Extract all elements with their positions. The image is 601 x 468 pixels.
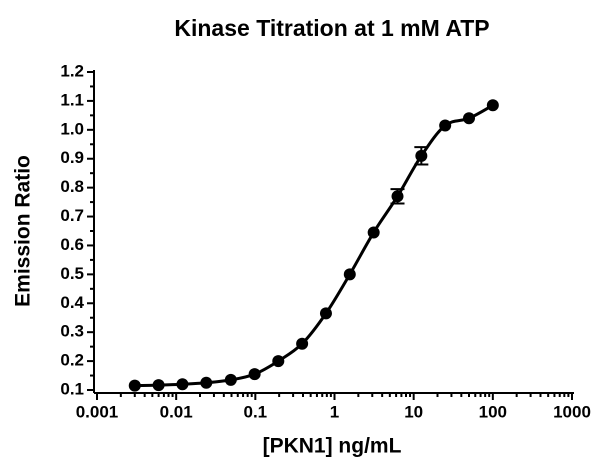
x-tick-label: 0.001 xyxy=(76,402,119,421)
point xyxy=(319,307,332,320)
point xyxy=(224,373,237,386)
x-tick-label: 0.1 xyxy=(244,402,268,421)
x-tick-label: 100 xyxy=(479,402,507,421)
x-axis-label: [PKN1] ng/mL xyxy=(263,435,402,458)
chart-title: Kinase Titration at 1 mM ATP xyxy=(174,15,489,41)
point xyxy=(343,268,356,281)
y-tick-label: 0.7 xyxy=(60,206,84,225)
y-tick-label: 1.0 xyxy=(60,119,84,138)
x-tick-label: 1000 xyxy=(553,402,591,421)
point xyxy=(391,190,404,203)
y-tick-label: 0.4 xyxy=(60,293,84,312)
x-tick-label: 10 xyxy=(404,402,423,421)
curve xyxy=(134,103,494,388)
y-tick-label: 0.3 xyxy=(60,322,84,341)
point xyxy=(486,99,499,112)
y-tick-label: 0.6 xyxy=(60,235,84,254)
point xyxy=(152,379,165,392)
y-tick-label: 1.2 xyxy=(60,61,84,80)
y-tick-label: 0.9 xyxy=(60,148,84,167)
point xyxy=(439,119,452,132)
point xyxy=(200,376,213,389)
y-tick-label: 0.5 xyxy=(60,264,84,283)
point xyxy=(272,355,285,368)
y-tick-label: 0.2 xyxy=(60,351,84,370)
y-tick-label: 0.1 xyxy=(60,379,84,398)
point xyxy=(367,226,380,239)
y-tick-label: 0.8 xyxy=(60,177,84,196)
point xyxy=(176,378,189,391)
point xyxy=(463,112,476,125)
point xyxy=(248,368,261,381)
x-tick-label: 1 xyxy=(330,402,339,421)
y-tick-label: 1.1 xyxy=(60,90,84,109)
point xyxy=(128,379,141,392)
point xyxy=(415,149,428,162)
x-tick-label: 0.01 xyxy=(160,402,193,421)
y-axis-label: Emission Ratio xyxy=(12,155,35,307)
point xyxy=(296,337,309,350)
